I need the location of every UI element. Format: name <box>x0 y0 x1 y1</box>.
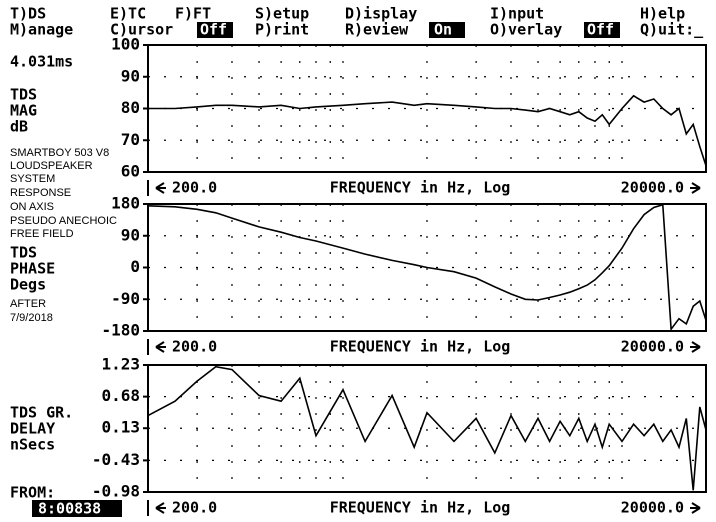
data-line <box>148 94 707 166</box>
axis-title: DELAY <box>10 420 55 438</box>
menu-item[interactable]: I)nput <box>490 5 544 23</box>
note: ON AXIS <box>10 201 54 213</box>
toggle-state[interactable]: Off <box>587 21 614 39</box>
from-box <box>32 500 122 517</box>
y-tick-label: 0 <box>130 257 140 276</box>
arrow-right <box>690 341 701 353</box>
menu-item[interactable]: R)eview <box>345 21 409 39</box>
toggle-state[interactable]: Off <box>200 21 227 39</box>
axis-title: TDS <box>10 86 37 104</box>
from-value: 8:00838 <box>38 500 101 518</box>
menu-item[interactable]: D)isplay <box>345 5 417 23</box>
y-tick-label: 100 <box>111 35 140 54</box>
note: SYSTEM <box>10 173 55 185</box>
arrow-left <box>155 502 166 514</box>
y-tick-label: -0.98 <box>92 482 140 501</box>
note: FREE FIELD <box>10 228 74 240</box>
y-tick-label: 80 <box>121 98 140 117</box>
data-line <box>147 365 707 491</box>
axis-title: TDS <box>10 244 37 262</box>
arrow-right <box>690 182 701 194</box>
toggle-box[interactable] <box>584 22 620 38</box>
menu-item[interactable]: F)FT <box>175 5 211 23</box>
x-tick-label: 20000.0 <box>621 499 684 517</box>
menu-item[interactable]: O)verlay <box>490 21 562 39</box>
toggle-state[interactable]: On <box>434 21 452 39</box>
x-tick-label: 200.0 <box>172 179 217 197</box>
x-tick-label: 20000.0 <box>621 338 684 356</box>
x-tick-label: 20000.0 <box>621 179 684 197</box>
toggle-box[interactable] <box>429 22 465 38</box>
x-axis-title: FREQUENCY in Hz, Log <box>330 179 511 197</box>
menu-item[interactable]: S)etup <box>255 5 309 23</box>
time-readout: 4.031ms <box>10 53 73 71</box>
axis-title: MAG <box>10 102 37 120</box>
axis-title: TDS GR. <box>10 404 73 422</box>
data-line <box>147 203 707 332</box>
x-axis-title: FREQUENCY in Hz, Log <box>330 338 511 356</box>
y-tick-label: 0.68 <box>101 386 140 405</box>
x-tick-label: 200.0 <box>172 338 217 356</box>
menu-item[interactable]: M)anage <box>10 21 73 39</box>
y-tick-label: 0.13 <box>101 418 140 437</box>
menu-item[interactable]: Q)uit:_ <box>640 21 704 39</box>
y-tick-label: 90 <box>121 225 140 244</box>
arrow-right <box>690 502 701 514</box>
y-tick-label: -0.43 <box>92 450 140 469</box>
y-tick-label: 180 <box>111 194 140 213</box>
menu-item[interactable]: T)DS <box>10 5 46 23</box>
note: SMARTBOY 503 V8 <box>10 147 109 159</box>
menu-item[interactable]: P)rint <box>255 21 309 39</box>
y-tick-label: -180 <box>101 321 140 340</box>
menu-item[interactable]: H)elp <box>640 5 685 23</box>
axis-title: PHASE <box>10 260 55 278</box>
menu-item[interactable]: E)TC <box>110 5 146 23</box>
x-axis-title: FREQUENCY in Hz, Log <box>330 499 511 517</box>
note: 7/9/2018 <box>10 312 53 324</box>
y-tick-label: 60 <box>121 162 140 181</box>
x-tick-label: 200.0 <box>172 499 217 517</box>
y-tick-label: 90 <box>121 66 140 85</box>
toggle-box[interactable] <box>197 22 233 38</box>
y-tick-label: 70 <box>121 130 140 149</box>
y-tick-label: 1.23 <box>101 355 140 374</box>
from-label: FROM: <box>10 484 55 502</box>
note: LOUDSPEAKER <box>10 160 93 172</box>
y-tick-label: -90 <box>111 289 140 308</box>
menu-item[interactable]: C)ursor <box>110 21 173 39</box>
axis-title: Degs <box>10 276 46 294</box>
arrow-left <box>155 182 166 194</box>
axis-title: nSecs <box>10 436 55 454</box>
axis-title: dB <box>10 118 28 136</box>
arrow-left <box>155 341 166 353</box>
note: RESPONSE <box>10 187 71 199</box>
note: AFTER <box>10 298 46 310</box>
note: PSEUDO ANECHOIC <box>10 215 117 227</box>
